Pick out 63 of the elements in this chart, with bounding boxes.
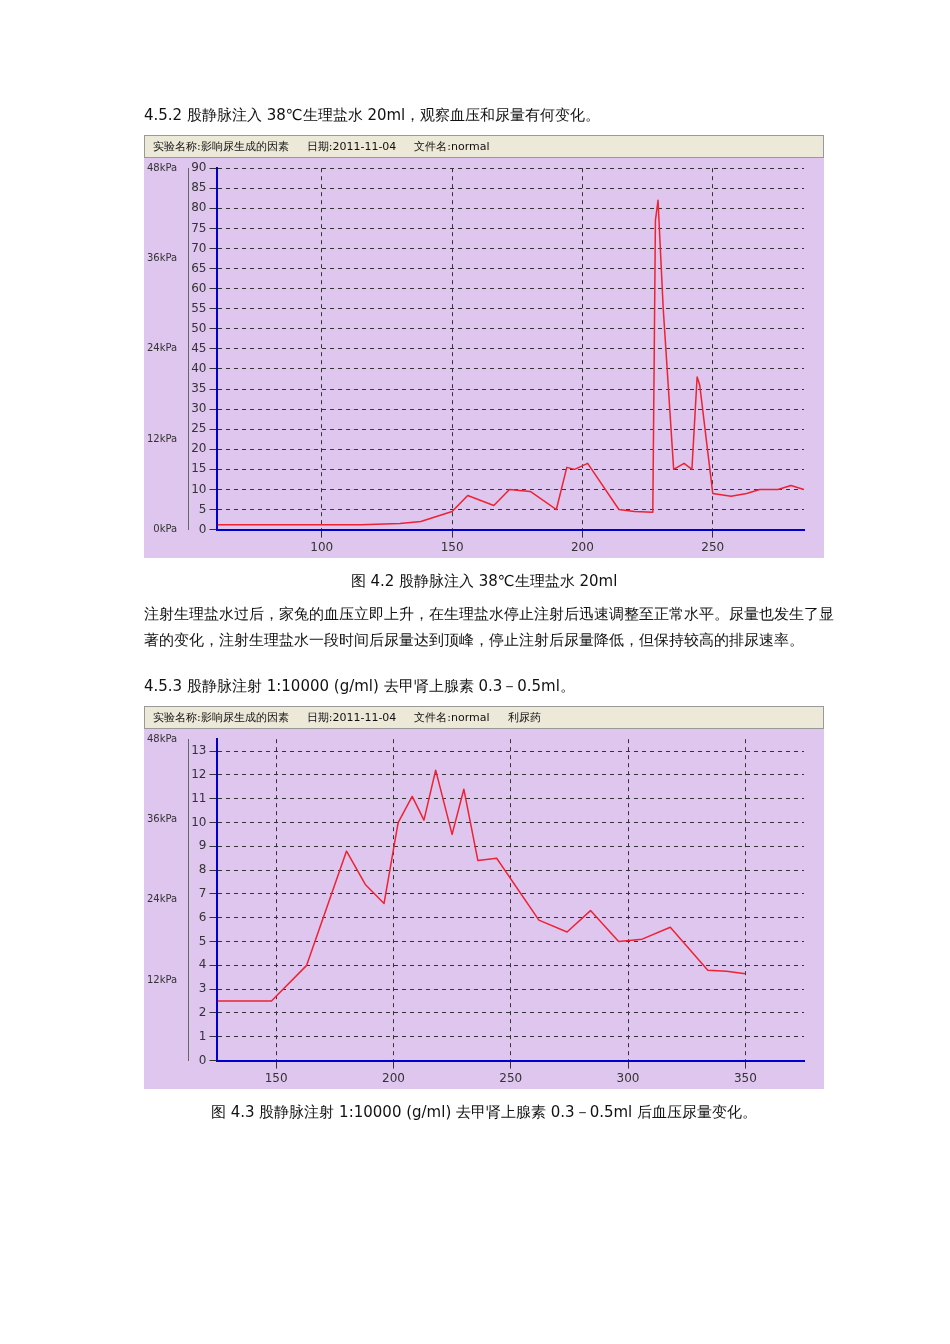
y-tick-label: 4	[198, 957, 207, 972]
y-tick-label: 2	[198, 1005, 207, 1020]
y-tick-label: 3	[198, 981, 207, 996]
y-tick-label: 90	[191, 160, 207, 175]
x-tick-label: 300	[616, 1070, 640, 1085]
x-tick-label: 150	[264, 1070, 288, 1085]
text: 注射生理盐水过后，家兔的血压立即上升，在生理盐水停止注射后迅速调整至正常水平。尿量也发生了显著的变化，注射生理盐水一段时间后尿量达到顶峰，停止注射后尿量降低，但保持较高的排尿速率。	[144, 604, 834, 651]
y-tick-label: 6	[198, 909, 207, 924]
y-tick-label: 10	[191, 481, 207, 496]
text: 图 4.2 股静脉注入 38℃生理盐水 20ml	[349, 572, 619, 591]
text: 日期:2011-11-04	[306, 710, 397, 725]
y-tick-label: 30	[191, 401, 207, 416]
y2-tick-label: 36kPa	[146, 813, 178, 825]
x-tick-label: 350	[733, 1070, 757, 1085]
text: 实验名称:影响尿生成的因素	[153, 139, 289, 154]
y-tick-label: 25	[191, 421, 207, 436]
y-tick-label: 1	[198, 1028, 207, 1043]
x-tick-label: 150	[440, 539, 464, 554]
y2-tick-label: 12kPa	[146, 432, 178, 444]
text: 文件名:normal	[414, 710, 490, 725]
y2-tick-label: 0kPa	[153, 523, 178, 535]
text: 日期:2011-11-04	[306, 139, 397, 154]
y-tick-label: 8	[198, 862, 207, 877]
y-tick-label: 60	[191, 280, 207, 295]
y-tick-label: 15	[191, 461, 207, 476]
y2-tick-label: 12kPa	[146, 973, 178, 985]
chart-title: 4.5.3 股静脉注射 1:10000 (g/ml) 去甲肾上腺素 0.3－0.5ml。	[144, 677, 576, 696]
y-tick-label: 12	[191, 767, 207, 782]
y-tick-label: 40	[191, 361, 207, 376]
x-tick-label: 250	[499, 1070, 523, 1085]
y-tick-label: 75	[191, 220, 207, 235]
y-tick-label: 5	[198, 933, 207, 948]
y-tick-label: 50	[191, 320, 207, 335]
text: 文件名:normal	[414, 139, 490, 154]
y-tick-label: 35	[191, 381, 207, 396]
x-tick-label: 100	[310, 539, 334, 554]
y2-tick-label: 36kPa	[146, 252, 178, 264]
y-tick-label: 80	[191, 200, 207, 215]
y2-tick-label: 48kPa	[146, 732, 178, 744]
y-tick-label: 65	[191, 260, 207, 275]
y-tick-label: 85	[191, 180, 207, 195]
y2-tick-label: 24kPa	[146, 893, 178, 905]
y2-tick-label: 24kPa	[146, 342, 178, 354]
text: 实验名称:影响尿生成的因素	[153, 710, 289, 725]
y-tick-label: 13	[191, 743, 207, 758]
y-tick-label: 9	[198, 838, 207, 853]
text: 利尿药	[507, 710, 541, 725]
x-tick-label: 200	[570, 539, 594, 554]
y-tick-label: 7	[198, 886, 207, 901]
y-tick-label: 5	[198, 501, 207, 516]
text: 图 4.3 股静脉注射 1:10000 (g/ml) 去甲肾上腺素 0.3－0.5ml 后血压尿量变化。	[209, 1103, 759, 1122]
y-tick-label: 45	[191, 341, 207, 356]
y-tick-label: 70	[191, 240, 207, 255]
y-tick-label: 20	[191, 441, 207, 456]
y2-tick-label: 48kPa	[146, 161, 178, 173]
x-tick-label: 200	[381, 1070, 405, 1085]
y-tick-label: 0	[198, 1052, 207, 1067]
y-tick-label: 0	[198, 521, 207, 536]
x-tick-label: 250	[701, 539, 725, 554]
y-tick-label: 10	[191, 814, 207, 829]
y-tick-label: 11	[191, 790, 207, 805]
y-tick-label: 55	[191, 300, 207, 315]
chart-title: 4.5.2 股静脉注入 38℃生理盐水 20ml，观察血压和尿量有何变化。	[144, 106, 602, 125]
